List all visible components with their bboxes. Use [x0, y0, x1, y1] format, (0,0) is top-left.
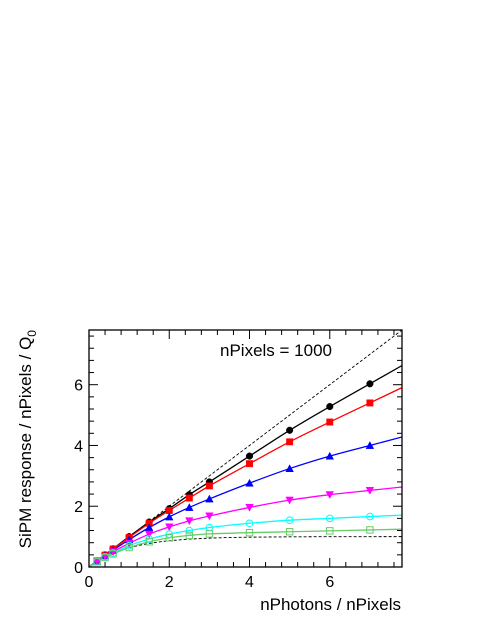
- series-1-point: [245, 452, 254, 460]
- x-axis-label: nPhotons / nPixels: [260, 595, 401, 614]
- series-6-point: [326, 527, 334, 535]
- series-6-point: [125, 543, 133, 552]
- series-6-point: [205, 530, 214, 538]
- series-4-point: [325, 491, 334, 500]
- series-2-point: [326, 418, 334, 426]
- series-4-point: [205, 512, 214, 521]
- series-5-point: [366, 512, 374, 521]
- series-5-markers: [93, 512, 374, 566]
- y-tick-label: 6: [74, 378, 83, 395]
- series-5-point: [285, 516, 294, 525]
- series-3-point: [285, 464, 294, 473]
- series-2-point: [185, 494, 193, 502]
- series-3-point: [165, 512, 174, 521]
- plot-frame: [88, 329, 403, 568]
- series-6-point: [245, 528, 254, 537]
- series-6-point: [101, 553, 109, 562]
- plot-content: [89, 330, 402, 567]
- series-4-point: [245, 503, 254, 512]
- series-6-markers: [93, 526, 374, 566]
- series-6-point: [145, 538, 153, 546]
- y-tick-label: 4: [74, 438, 83, 455]
- series-4-markers: [92, 486, 375, 566]
- annotation-npixels: nPixels = 1000: [220, 341, 332, 360]
- series-3-line: [89, 436, 402, 567]
- series-6-point: [185, 531, 194, 540]
- series-4-point: [185, 517, 194, 526]
- series-4-point: [165, 523, 174, 532]
- series-3-point: [144, 523, 154, 531]
- axis-ticks: 0 2 4 6 0 2 4 6: [74, 330, 402, 591]
- series-5-point: [245, 519, 254, 528]
- series-5-line: [89, 514, 402, 567]
- series-3-point: [205, 494, 214, 503]
- y-axis-label-main: SiPM response / nPixels / Q: [16, 337, 35, 549]
- series-3-point: [325, 451, 334, 460]
- series-2-point: [366, 399, 374, 407]
- x-tick-label: 4: [245, 574, 254, 591]
- series-5-point: [325, 514, 334, 523]
- series-1-point: [366, 380, 374, 388]
- series-1-point: [286, 426, 294, 434]
- series-5-point: [185, 526, 194, 535]
- series-2-point: [205, 482, 213, 490]
- series-6-point: [165, 534, 173, 542]
- series-6-point: [285, 528, 294, 536]
- series-4-line: [89, 486, 402, 567]
- series-2-point: [246, 460, 253, 468]
- series-4-point: [365, 486, 375, 495]
- series-4-point: [124, 539, 134, 548]
- series-4-point: [144, 530, 154, 539]
- series-4-point: [100, 552, 110, 561]
- series-3-point: [185, 503, 194, 511]
- series-4-point: [285, 496, 294, 505]
- x-tick-label: 2: [165, 574, 174, 591]
- series-6-point: [366, 526, 374, 534]
- series-2-point: [286, 438, 294, 446]
- x-tick-label: 6: [325, 574, 334, 591]
- y-tick-label: 0: [74, 560, 83, 577]
- series-1-point: [326, 403, 334, 411]
- y-tick-label: 2: [74, 499, 83, 516]
- y-axis-label-subscript: 0: [25, 330, 39, 337]
- series-3-point: [245, 478, 254, 487]
- x-tick-label: 0: [85, 574, 94, 591]
- series-6-point: [109, 550, 117, 558]
- series-3-point: [365, 441, 375, 449]
- series-6-point: [93, 558, 101, 566]
- reference-line-1: [89, 536, 402, 567]
- y-axis-label: SiPM response / nPixels / Q0: [16, 330, 39, 549]
